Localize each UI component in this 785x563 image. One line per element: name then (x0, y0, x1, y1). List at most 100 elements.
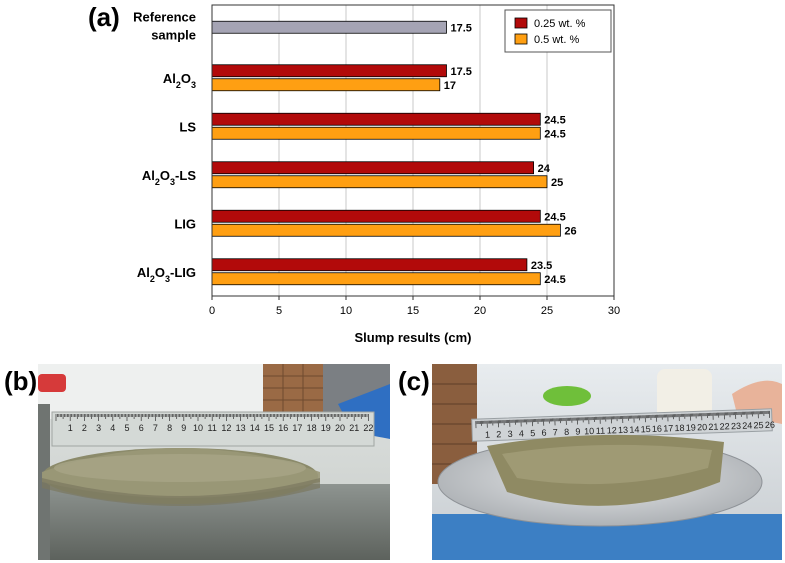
ruler-number: 13 (236, 423, 246, 433)
legend-swatch-0.5 (514, 33, 528, 45)
ruler-number: 17 (292, 423, 302, 433)
x-axis: 0 5 10 15 20 25 30 (209, 296, 620, 317)
category-label: LS (179, 119, 196, 134)
panel-b-label: (b) (4, 366, 38, 396)
ruler-number: 4 (519, 428, 524, 438)
ruler-number: 11 (208, 423, 217, 433)
ruler-number: 16 (278, 423, 288, 433)
panel-c-label: (c) (398, 366, 430, 396)
ruler-number: 13 (618, 425, 628, 435)
category-label: Al2O3 (163, 71, 196, 90)
data-label: 24 (538, 163, 551, 175)
ruler-number: 23 (731, 421, 741, 431)
data-label: 17.5 (451, 22, 472, 34)
data-label: 26 (564, 225, 576, 237)
ruler-number: 6 (139, 423, 144, 433)
x-tick-label: 20 (474, 305, 486, 317)
bar-0.5 (211, 175, 548, 189)
ruler-number: 20 (335, 423, 345, 433)
category-label: sample (151, 27, 196, 42)
ruler-number: 1 (68, 423, 73, 433)
bar-0.5 (211, 223, 561, 237)
category-label: Reference (133, 9, 196, 24)
ruler-number: 20 (697, 422, 707, 432)
category-label: LIG (174, 216, 196, 231)
data-label: 24.5 (544, 274, 565, 286)
ruler-number: 14 (629, 424, 639, 434)
ruler-number: 14 (250, 423, 260, 433)
ruler-number: 22 (363, 423, 373, 433)
ruler-number: 12 (221, 423, 231, 433)
x-tick-label: 0 (209, 305, 215, 317)
bar-0.25 (211, 64, 447, 78)
category-label: Al2O3-LIG (137, 265, 196, 284)
data-label: 17 (444, 80, 456, 92)
ruler-number: 5 (530, 428, 535, 438)
ruler-number: 21 (349, 423, 359, 433)
bar-0.5 (211, 78, 441, 92)
ruler-number: 3 (96, 423, 101, 433)
ruler-number: 2 (496, 429, 501, 439)
bar-0.25 (211, 258, 528, 272)
ruler-number: 18 (674, 423, 684, 433)
ruler-number: 15 (264, 423, 274, 433)
ruler-number: 8 (564, 427, 569, 437)
bar-0.25 (211, 112, 541, 126)
ruler-number: 10 (193, 423, 203, 433)
ruler-number: 7 (553, 427, 558, 437)
x-tick-label: 25 (541, 305, 553, 317)
ruler-number: 8 (167, 423, 172, 433)
data-label: 24.5 (544, 128, 565, 140)
bar-0.5 (211, 126, 541, 140)
ruler-number: 12 (607, 425, 617, 435)
x-axis-title: Slump results (cm) (354, 330, 471, 345)
bar-0.25 (211, 161, 535, 175)
ruler-number: 7 (153, 423, 158, 433)
x-tick-label: 5 (276, 305, 282, 317)
photo-b-slump-spread: 1 2 3 4 5 6 7 8 9 10 11 12 13 14 15 16 17 18 19 20 21 22 (38, 364, 390, 560)
legend: 0.25 wt. % 0.5 wt. % (504, 9, 612, 53)
ruler-number: 9 (181, 423, 186, 433)
ruler-number: 2 (82, 423, 87, 433)
ruler-number: 4 (110, 423, 115, 433)
ruler-number: 22 (720, 421, 730, 431)
bar-0.25 (211, 209, 541, 223)
bar-0.5 (211, 272, 541, 286)
ruler-number: 16 (652, 424, 662, 434)
legend-label-0.25: 0.25 wt. % (534, 18, 586, 30)
ruler-number: 19 (321, 423, 331, 433)
category-label: Al2O3-LS (142, 168, 196, 187)
grid-lines (278, 5, 548, 296)
ruler-number: 19 (686, 422, 696, 432)
ruler-number: 26 (765, 420, 775, 430)
x-tick-label: 15 (407, 305, 419, 317)
ruler-number: 17 (663, 423, 673, 433)
legend-swatch-0.25 (514, 17, 528, 29)
ruler-number: 1 (485, 430, 490, 440)
ruler-number: 6 (541, 428, 546, 438)
ruler-number: 10 (584, 426, 594, 436)
ruler-number: 9 (575, 426, 580, 436)
data-label: 24.5 (544, 211, 565, 223)
ruler-number: 21 (708, 422, 718, 432)
ruler-number: 5 (124, 423, 129, 433)
x-tick-label: 10 (340, 305, 352, 317)
ruler-number: 11 (596, 426, 606, 436)
ruler-number: 18 (307, 423, 317, 433)
ruler-number: 15 (640, 424, 650, 434)
data-label: 24.5 (544, 114, 565, 126)
data-label: 25 (551, 177, 563, 189)
category-labels: Reference sample Al2O3 LS Al2O3-LS LIG Al2O3-L… (133, 9, 196, 284)
x-tick-label: 30 (608, 305, 620, 317)
bar-reference (211, 20, 447, 34)
panel-a-label: (a) (88, 2, 120, 32)
photo-c-slump-plate: 1 2 3 4 5 6 7 8 9 10 11 12 13 14 15 16 17 18 19 20 21 22 23 24 2… (432, 364, 782, 560)
ruler-number: 25 (753, 420, 763, 430)
data-label: 17.5 (451, 66, 472, 78)
data-label: 23.5 (531, 260, 552, 272)
ruler-number: 24 (742, 420, 752, 430)
ruler-number: 3 (507, 429, 512, 439)
legend-label-0.5: 0.5 wt. % (534, 34, 579, 46)
